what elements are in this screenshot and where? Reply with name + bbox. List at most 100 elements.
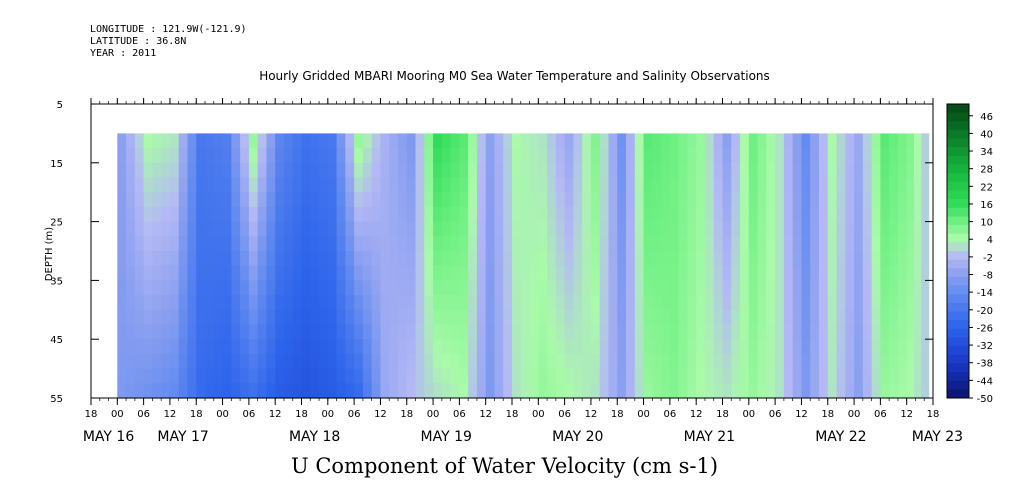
heatmap-cell [319, 265, 329, 281]
heatmap-cell [555, 383, 566, 399]
heatmap-cell [336, 280, 346, 296]
heatmap-cell [880, 353, 890, 370]
heatmap-cell [450, 265, 460, 281]
heatmap-cell [345, 309, 355, 326]
heatmap-cell [301, 295, 311, 311]
heatmap-cell [380, 162, 390, 179]
heatmap-cell [871, 236, 881, 252]
heatmap-cell [775, 221, 785, 237]
heatmap-cell [766, 133, 776, 149]
heatmap-cell [152, 148, 162, 164]
heatmap-cell [871, 133, 881, 149]
heatmap-cell [433, 339, 443, 355]
heatmap-cell [327, 251, 338, 267]
heatmap-cell [319, 133, 329, 149]
heatmap-cell [152, 192, 162, 208]
heatmap-cell [547, 221, 557, 237]
heatmap-cell [722, 206, 732, 223]
heatmap-cell [485, 192, 496, 208]
heatmap-cell [757, 265, 767, 281]
heatmap-cell [275, 192, 285, 208]
heatmap-cell [871, 324, 881, 340]
heatmap-cell [266, 177, 276, 193]
heatmap-cell [652, 309, 662, 326]
heatmap-cell [836, 383, 846, 399]
heatmap-cell [397, 162, 408, 179]
heatmap-cell [599, 295, 610, 311]
heatmap-cell [213, 221, 224, 237]
heatmap-cell [854, 324, 864, 340]
heatmap-cell [643, 265, 653, 281]
heatmap-cell [687, 368, 697, 384]
heatmap-cell [152, 162, 162, 179]
heatmap-cell [161, 192, 171, 208]
heatmap-cell [196, 221, 206, 237]
heatmap-cell [310, 133, 320, 149]
heatmap-cell [722, 192, 732, 208]
heatmap-cell [231, 221, 241, 237]
heatmap-cell [275, 324, 285, 340]
heatmap-cell [397, 236, 408, 252]
heatmap-cell [914, 236, 922, 252]
heatmap-cell [275, 177, 285, 193]
heatmap-cell [213, 206, 224, 223]
heatmap-cell [213, 162, 224, 179]
heatmap-cell [117, 206, 127, 223]
heatmap-cell [240, 339, 250, 355]
heatmap-cell [564, 383, 574, 399]
heatmap-cell [792, 265, 803, 281]
heatmap-cell [406, 368, 417, 384]
heatmap-cell [921, 251, 930, 267]
heatmap-cell [836, 280, 846, 296]
heatmap-cell [205, 192, 215, 208]
heatmap-cell [362, 339, 373, 355]
heatmap-cell [573, 383, 583, 399]
heatmap-cell [459, 251, 469, 267]
heatmap-cell [178, 368, 189, 384]
heatmap-cell [687, 177, 697, 193]
heatmap-cell [652, 177, 662, 193]
heatmap-cell [319, 353, 329, 370]
heatmap-cell [161, 383, 171, 399]
heatmap-cell [134, 221, 145, 237]
heatmap-cell [678, 251, 689, 267]
heatmap-cell [573, 324, 583, 340]
heatmap-cell [257, 368, 268, 384]
heatmap-cell [906, 251, 915, 267]
heatmap-cell [266, 339, 276, 355]
heatmap-cell [921, 309, 930, 326]
heatmap-cell [845, 265, 855, 281]
heatmap-cell [529, 206, 539, 223]
heatmap-cell [643, 177, 653, 193]
colorbar-label: 4 [987, 235, 993, 246]
heatmap-cell [845, 162, 855, 179]
heatmap-cell [634, 383, 645, 399]
heatmap-cell [512, 236, 522, 252]
heatmap-cell [275, 353, 285, 370]
colorbar-label: 10 [980, 218, 993, 229]
heatmap-cell [389, 324, 399, 340]
x-tick-label: 06 [769, 409, 782, 420]
heatmap-cell [327, 133, 338, 149]
x-tick-label: 12 [585, 409, 598, 420]
heatmap-cell [468, 324, 478, 340]
heatmap-cell [152, 265, 162, 281]
heatmap-cell [494, 353, 504, 370]
heatmap-cell [862, 324, 873, 340]
heatmap-cell [433, 324, 443, 340]
heatmap-cell [476, 295, 487, 311]
heatmap-cell [792, 236, 803, 252]
heatmap-cell [371, 280, 382, 296]
heatmap-cell [897, 251, 908, 267]
heatmap-cell [722, 221, 732, 237]
heatmap-cell [783, 368, 794, 384]
heatmap-cell [257, 324, 268, 340]
heatmap-cell [143, 148, 153, 164]
heatmap-cell [687, 383, 697, 399]
heatmap-cell [880, 265, 890, 281]
heatmap-cell [345, 265, 355, 281]
heatmap-cell [134, 280, 145, 296]
heatmap-cell [827, 265, 838, 281]
colorbar-segment [947, 225, 969, 235]
